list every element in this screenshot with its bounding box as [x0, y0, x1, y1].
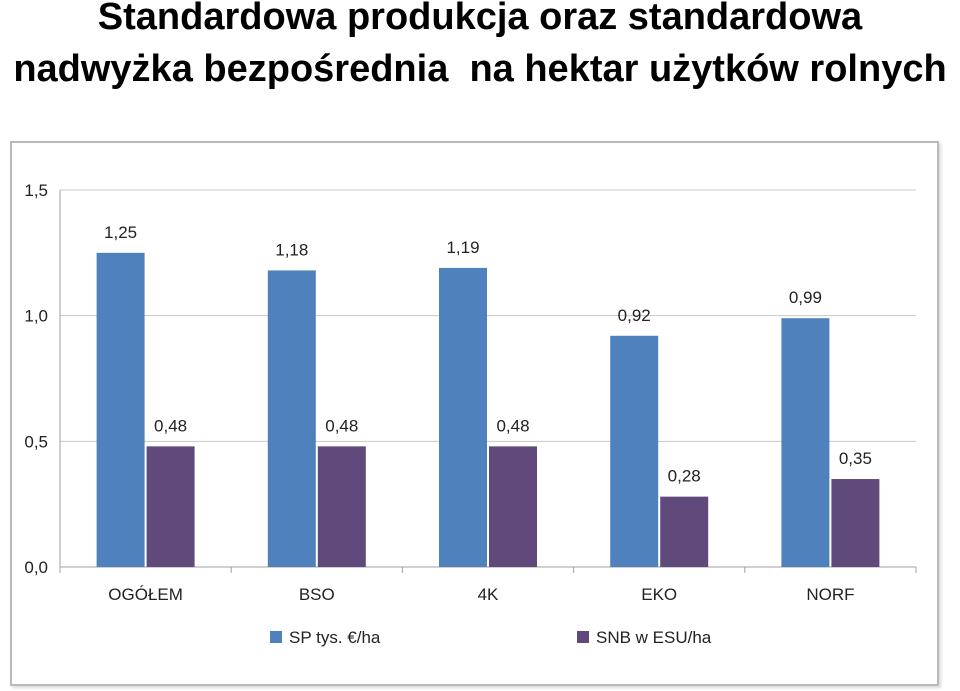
data-label: 1,25: [104, 223, 137, 242]
bar-sp: [610, 335, 659, 567]
y-tick-label: 0,0: [24, 558, 48, 577]
chart-frame: 0,0 0,5 1,0 1,5 OGÓŁEM 1,25 0,48 BSO 1,18 0,48 4K 1…: [10, 141, 939, 686]
data-label: 0,48: [154, 416, 187, 435]
title-line-2: nadwyżka bezpośrednia na hektar użytków …: [13, 48, 947, 90]
x-category-label: EKO: [641, 585, 677, 604]
data-label: 0,48: [325, 416, 358, 435]
bar-snb: [146, 446, 195, 567]
bar-snb: [489, 446, 537, 567]
data-label: 0,48: [496, 416, 529, 435]
y-tick-label: 0,5: [24, 432, 48, 451]
legend-label: SNB w ESU/ha: [596, 628, 712, 647]
bar-sp: [781, 318, 830, 567]
y-tick-label: 1,0: [24, 307, 48, 326]
title-line-1: Standardowa produkcja oraz standardowa: [97, 0, 863, 38]
y-tick-label: 1,5: [24, 181, 48, 200]
legend-swatch: [577, 631, 589, 643]
data-label: 0,92: [618, 306, 651, 325]
x-category-label: 4K: [478, 585, 499, 604]
x-category-label: OGÓŁEM: [108, 585, 183, 604]
data-label: 0,28: [668, 467, 701, 486]
bar-sp: [439, 267, 487, 567]
x-category-label: BSO: [299, 585, 335, 604]
bar-snb: [831, 479, 880, 567]
data-label: 0,99: [789, 288, 822, 307]
data-label: 1,19: [446, 238, 479, 257]
bar-sp: [267, 270, 316, 567]
data-label: 0,35: [839, 449, 872, 468]
bar-chart: 0,0 0,5 1,0 1,5 OGÓŁEM 1,25 0,48 BSO 1,18 0,48 4K 1…: [24, 181, 917, 647]
bar-sp: [96, 252, 145, 567]
bar-snb: [660, 496, 709, 567]
x-category-label: NORF: [806, 585, 854, 604]
data-label: 1,18: [275, 240, 308, 259]
legend-label: SP tys. €/ha: [289, 628, 381, 647]
bar-snb: [317, 446, 366, 567]
legend-swatch: [270, 631, 282, 643]
